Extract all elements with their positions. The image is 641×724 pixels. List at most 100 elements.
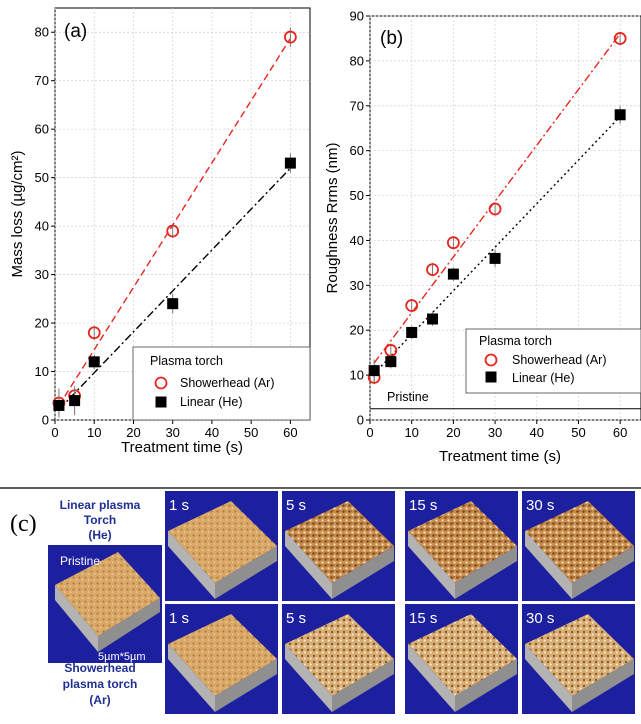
- pristine-scale-label: 5µm*5µm: [98, 651, 146, 663]
- chart-a-y-tick-4: 40: [35, 219, 49, 234]
- chart-b-point-1-4: [447, 268, 459, 280]
- time-label-linear-2: 15 s: [409, 497, 437, 514]
- time-label-linear-3: 30 s: [526, 497, 554, 514]
- chart-a-fit-line-0: [58, 38, 291, 407]
- chart-b-point-0-2: [405, 299, 419, 312]
- chart-b-y-tick-3: 30: [350, 278, 364, 293]
- chart-b-y-tick-2: 20: [350, 323, 364, 338]
- chart-b-y-tick-9: 90: [350, 9, 364, 24]
- chart-b-point-0-4: [446, 236, 460, 250]
- chart-a-panel-label: (a): [64, 21, 87, 42]
- surface-image-linear-0: 1 s: [165, 491, 278, 601]
- time-label-showerhead-1: 5 s: [286, 610, 306, 627]
- chart-a-y-tick-6: 60: [35, 122, 49, 137]
- chart-b-point-1-6: [614, 109, 626, 121]
- chart-b-y-tick-6: 60: [350, 143, 364, 158]
- surface-image-showerhead-0: 1 s: [165, 604, 278, 714]
- chart-a-legend-showerhead: Showerhead (Ar): [180, 376, 275, 390]
- chart-a-y-tick-2: 20: [35, 316, 49, 331]
- chart-b-point-1-5: [489, 252, 501, 264]
- chart-a-y-axis-title: Mass loss (µg/cm²): [9, 151, 26, 278]
- pristine-surface-image: Pristine 5µm*5µm: [48, 545, 162, 663]
- chart-b: 0 10 20 30 40 50 60 0 10 20 30 40 50 60 70 80 90 (b) Tre…: [324, 9, 641, 465]
- chart-b-fit-line-1: [373, 116, 621, 375]
- chart-a-point-0-4: [283, 30, 297, 44]
- surface-image-linear-3: 30 s: [522, 491, 635, 601]
- chart-a-legend-box: [132, 346, 311, 421]
- chart-b-y-tick-1: 10: [350, 368, 364, 383]
- chart-b-x-tick-5: 50: [571, 425, 585, 440]
- surface-image-linear-1: 5 s: [282, 491, 395, 601]
- chart-b-point-1-1: [385, 356, 397, 368]
- chart-b-legend-marker-showerhead: [484, 353, 498, 367]
- row-label-showerhead-line-2: plasma torch: [63, 677, 138, 691]
- chart-a-y-tick-0: 0: [42, 413, 49, 428]
- chart-a-y-tick-1: 10: [35, 364, 49, 379]
- chart-b-fit-line-0: [373, 33, 621, 364]
- chart-a-x-tick-2: 20: [126, 425, 140, 440]
- pristine-label: Pristine: [60, 554, 100, 568]
- chart-b-x-tick-1: 10: [404, 425, 418, 440]
- panel-c-label: (c): [10, 511, 37, 537]
- chart-a-legend-title: Plasma torch: [150, 354, 223, 368]
- time-label-showerhead-3: 30 s: [526, 610, 554, 627]
- chart-a-point-1-4: [284, 157, 296, 169]
- chart-b-legend: Plasma torch Showerhead (Ar) Linear (He): [465, 328, 641, 394]
- chart-b-reference-label: Pristine: [387, 390, 429, 404]
- chart-b-point-0-3: [426, 263, 439, 277]
- chart-b-point-1-0: [368, 365, 380, 377]
- row-label-linear: Linear plasma Torch (He): [60, 498, 141, 542]
- chart-a: 0 10 20 30 40 50 60 0 10 20 30 40 50 60 70 80 (a) Treat…: [9, 7, 311, 456]
- chart-b-x-tick-6: 60: [613, 425, 627, 440]
- chart-a-point-1-3: [167, 298, 179, 310]
- chart-a-x-tick-0: 0: [51, 425, 58, 440]
- row-label-showerhead: Showerhead plasma torch (Ar): [63, 661, 138, 707]
- time-label-linear-0: 1 s: [169, 497, 189, 514]
- surface-image-showerhead-3: 30 s: [522, 604, 635, 714]
- chart-a-point-0-3: [166, 224, 180, 238]
- chart-b-x-axis-title: Treatment time (s): [439, 448, 561, 465]
- chart-b-point-1-2: [406, 326, 418, 338]
- chart-b-legend-title: Plasma torch: [479, 334, 552, 348]
- chart-a-fit-line-1: [58, 167, 291, 411]
- chart-a-y-tick-3: 30: [35, 267, 49, 282]
- chart-a-point-1-1: [69, 395, 81, 407]
- chart-a-x-axis-title: Treatment time (s): [121, 439, 243, 456]
- surface-image-linear-2: 15 s: [405, 491, 518, 601]
- chart-a-point-1-2: [88, 356, 100, 368]
- chart-a-legend-linear: Linear (He): [180, 395, 243, 409]
- row-label-showerhead-line-1: Showerhead: [64, 661, 135, 675]
- chart-b-y-tick-5: 50: [350, 188, 364, 203]
- panel-c: (c) Linear plasma Torch (He) Showerhead …: [10, 491, 635, 714]
- chart-b-y-tick-4: 40: [350, 233, 364, 248]
- chart-b-panel-label: (b): [380, 28, 403, 49]
- chart-a-point-1-0: [53, 399, 65, 411]
- chart-a-x-tick-1: 10: [87, 425, 101, 440]
- row-label-linear-line-3: (He): [88, 528, 111, 542]
- chart-a-x-tick-4: 40: [205, 425, 219, 440]
- chart-a-legend: Plasma torch Showerhead (Ar) Linear (He): [132, 346, 311, 421]
- surface-image-showerhead-2: 15 s: [405, 604, 518, 714]
- chart-b-x-tick-4: 40: [530, 425, 544, 440]
- chart-b-x-tick-0: 0: [366, 425, 373, 440]
- chart-a-point-0-2: [87, 326, 101, 340]
- time-label-linear-1: 5 s: [286, 497, 306, 514]
- chart-b-x-tick-2: 20: [446, 425, 460, 440]
- chart-a-x-tick-3: 30: [165, 425, 179, 440]
- time-label-showerhead-0: 1 s: [169, 610, 189, 627]
- chart-b-legend-showerhead: Showerhead (Ar): [512, 353, 607, 367]
- chart-a-legend-marker-showerhead: [154, 376, 168, 390]
- chart-b-point-1-3: [427, 313, 439, 325]
- row-label-linear-line-2: Torch: [84, 513, 116, 527]
- surface-image-showerhead-1: 5 s: [282, 604, 395, 714]
- row-label-linear-line-1: Linear plasma: [60, 498, 141, 512]
- chart-a-x-tick-5: 50: [244, 425, 258, 440]
- chart-a-y-tick-8: 80: [35, 25, 49, 40]
- chart-b-legend-linear: Linear (He): [512, 371, 575, 385]
- chart-b-y-axis-title: Roughness Rrms (nm): [324, 143, 341, 294]
- chart-a-y-tick-7: 70: [35, 73, 49, 88]
- chart-a-legend-marker-linear: [155, 396, 167, 408]
- chart-b-point-0-5: [488, 202, 502, 216]
- chart-b-y-tick-8: 80: [350, 53, 364, 68]
